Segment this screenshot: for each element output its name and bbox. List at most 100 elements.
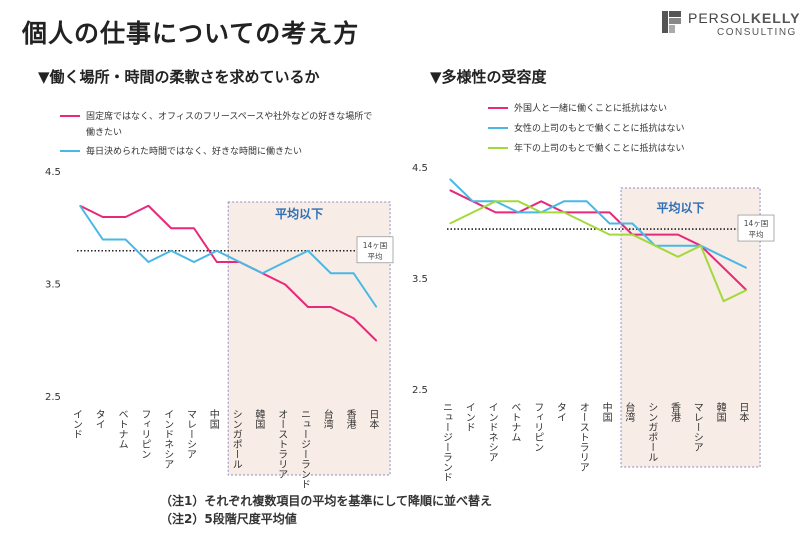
- data-point: [449, 178, 451, 180]
- data-point: [125, 238, 127, 241]
- data-point: [79, 205, 81, 207]
- data-point: [102, 238, 104, 241]
- data-point: [609, 211, 611, 213]
- data-point: [586, 222, 588, 225]
- data-point: [375, 340, 377, 342]
- logo-name-part1: PERSOL: [688, 10, 751, 26]
- x-tick-label: タイ: [555, 402, 567, 422]
- below-average-region: [620, 187, 761, 468]
- data-point: [517, 200, 520, 202]
- series-line-2: [79, 205, 378, 308]
- x-tick-label: 中国: [600, 401, 612, 423]
- data-point: [147, 205, 149, 207]
- average-label-box: [356, 236, 394, 264]
- data-point: [586, 200, 588, 202]
- data-point: [631, 234, 634, 236]
- data-point: [472, 200, 474, 202]
- data-point: [495, 211, 497, 213]
- page-title: 個人の仕事についての考え方: [22, 19, 360, 48]
- x-tick-label: インドネシア: [162, 409, 174, 469]
- x-tick-label: ベトナム: [116, 409, 128, 449]
- x-tick-label: 日本: [367, 409, 379, 430]
- data-point: [540, 200, 542, 202]
- y-tick-label: 4.5: [412, 163, 428, 174]
- data-point: [563, 211, 565, 213]
- series-line-3: [449, 200, 747, 303]
- average-label: 平均: [368, 251, 383, 261]
- data-point: [654, 234, 656, 236]
- data-point: [375, 306, 377, 308]
- data-point: [261, 272, 263, 274]
- data-point: [517, 211, 520, 213]
- data-point: [353, 317, 355, 319]
- data-point: [495, 200, 497, 202]
- x-tick-label: タイ: [93, 409, 105, 429]
- legend-entry: 働きたい: [86, 126, 122, 138]
- legend-entry: 女性の上司のもとで働くことに抵抗はない: [514, 122, 685, 134]
- data-point: [723, 267, 725, 269]
- legend-entry: 年下の上司のもとで働くことに抵抗はない: [514, 142, 685, 154]
- x-tick-label: フィリピン: [532, 402, 543, 452]
- legend-entry: 毎日決められた時間ではなく、好きな時間に働きたい: [86, 145, 302, 157]
- data-point: [284, 283, 286, 286]
- data-point: [677, 234, 679, 236]
- data-point: [193, 261, 195, 263]
- right-chart-title: ▼多様性の受容度: [430, 68, 547, 86]
- data-point: [216, 261, 218, 263]
- logo-subtitle: CONSULTING: [717, 27, 797, 38]
- series-line-2: [449, 178, 747, 269]
- company-logo: PERSOLKELLY CONSULTING: [662, 10, 799, 44]
- series-line-1: [79, 204, 378, 342]
- data-point: [563, 200, 565, 202]
- data-point: [330, 272, 332, 274]
- data-point: [586, 211, 588, 213]
- data-point: [472, 200, 474, 202]
- below-average-label: 平均以下: [657, 200, 705, 215]
- data-point: [125, 216, 127, 218]
- x-tick-label: 香港: [344, 409, 356, 429]
- below-average-region: [227, 201, 391, 476]
- data-point: [745, 267, 748, 269]
- data-point: [723, 256, 725, 258]
- data-point: [745, 289, 748, 291]
- data-point: [147, 261, 149, 263]
- logo-mark-icon: [662, 11, 681, 33]
- x-tick-label: フィリピン: [139, 409, 150, 459]
- data-point: [170, 227, 172, 229]
- x-tick-label: 香港: [669, 402, 681, 422]
- data-point: [745, 289, 748, 291]
- x-tick-label: ニュージーランド: [441, 402, 452, 482]
- data-point: [102, 216, 104, 218]
- x-tick-label: マレーシア: [185, 409, 196, 459]
- left-chart-title: ▼働く場所・時間の柔軟さを求めているか: [38, 68, 320, 86]
- logo-name: PERSOLKELLY: [688, 10, 800, 26]
- x-tick-label: マレーシア: [691, 402, 702, 452]
- average-label: 平均: [749, 229, 764, 239]
- series-line-1: [449, 189, 748, 291]
- data-point: [79, 205, 81, 207]
- data-point: [449, 222, 451, 225]
- data-point: [677, 256, 679, 258]
- y-tick-label: 3.5: [45, 280, 61, 291]
- data-point: [216, 250, 218, 252]
- data-point: [193, 227, 195, 229]
- x-tick-label: 台湾: [321, 408, 333, 430]
- logo-name-part2: KELLY: [750, 10, 800, 26]
- data-point: [495, 200, 497, 202]
- x-tick-label: 中国: [207, 408, 219, 430]
- x-tick-label: インドネシア: [486, 402, 498, 462]
- data-point: [307, 250, 309, 252]
- data-point: [609, 222, 611, 225]
- x-tick-label: 台湾: [623, 401, 635, 423]
- data-point: [700, 245, 702, 247]
- data-point: [540, 211, 542, 213]
- data-point: [472, 211, 474, 213]
- average-label: 14ヶ国: [363, 241, 388, 250]
- data-point: [449, 189, 451, 191]
- x-tick-label: 韓国: [714, 402, 726, 423]
- data-point: [540, 211, 542, 213]
- data-point: [654, 245, 656, 247]
- note-2: （注2）5段階尺度平均値: [160, 512, 297, 526]
